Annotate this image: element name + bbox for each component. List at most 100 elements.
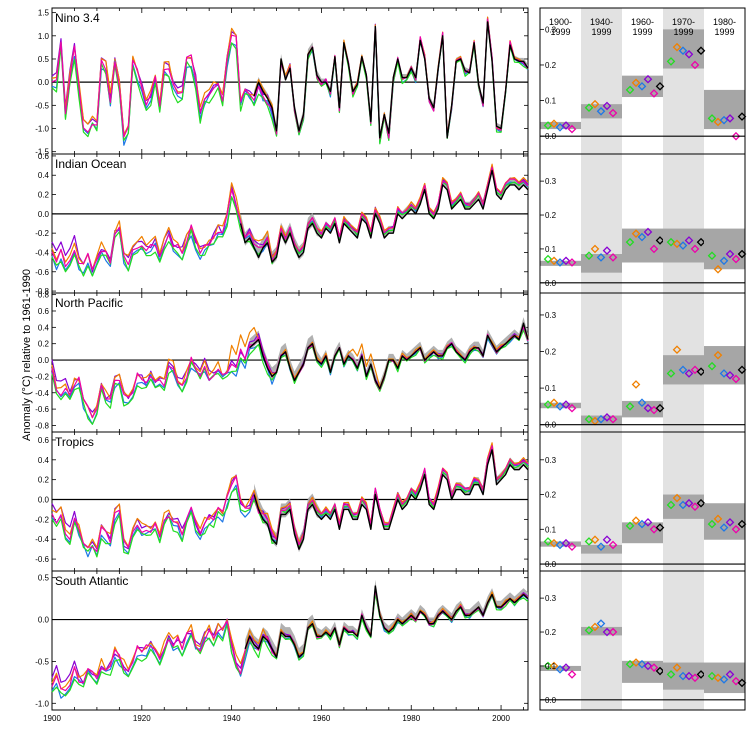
trend-diamond-marker <box>707 361 717 371</box>
ensemble-member-line <box>51 592 529 697</box>
trend-diamond-marker <box>684 369 694 378</box>
ensemble-member-line <box>51 445 529 553</box>
trend-diamond-marker <box>561 538 571 548</box>
trend-diamond-marker <box>631 229 641 238</box>
y-tick-label: 0.2 <box>38 340 50 349</box>
x-tick-label: 1940 <box>223 714 241 723</box>
trend-diamond-marker <box>602 535 612 545</box>
trend-diamond-marker <box>666 500 676 510</box>
trend-diamond-marker <box>567 258 577 267</box>
trend-panel-frame <box>539 570 746 711</box>
trend-range-box <box>540 402 581 409</box>
trend-y-tick-label: 0.0 <box>545 279 557 288</box>
panel-tropics: -0.6 -0.4 -0.2 0.0 0.2 0.4 0.6 Tropics <box>35 431 529 572</box>
y-tick-label: 0.0 <box>38 78 50 87</box>
trend-diamond-marker <box>625 85 635 95</box>
observed-series-line <box>239 169 529 263</box>
trend-diamond-marker <box>649 244 659 254</box>
trend-diamond-marker <box>707 519 717 529</box>
trend-panel-south-atlantic: 0.0 0.1 0.2 0.3 <box>539 570 747 711</box>
ensemble-member-line <box>51 442 529 549</box>
period-label: 1999 <box>591 27 611 37</box>
trend-diamond-marker <box>567 670 577 679</box>
trend-panel-tropics: 0.0 0.1 0.2 0.3 <box>539 431 747 572</box>
y-tick-label: -1.5 <box>35 148 49 157</box>
trend-diamond-marker <box>696 670 706 679</box>
trend-range-box <box>663 228 704 263</box>
y-tick-label: -0.8 <box>35 287 49 296</box>
y-tick-label: 0.4 <box>38 456 50 465</box>
ensemble-member-line <box>51 16 529 141</box>
trend-diamond-marker <box>655 666 665 676</box>
y-tick-label: 0.2 <box>38 476 50 485</box>
panel-south-atlantic: -1.0 -0.5 0.0 0.5 1900 1920 1940 1960 1980 2000 So… <box>35 570 529 723</box>
trend-diamond-marker <box>678 671 688 681</box>
trend-diamond-marker <box>602 101 612 111</box>
trend-diamond-marker <box>690 60 700 70</box>
trend-diamond-marker <box>713 514 723 524</box>
trend-diamond-marker <box>584 537 594 546</box>
y-tick-label: -0.2 <box>35 515 49 524</box>
y-tick-label: 0.2 <box>38 191 50 200</box>
trend-diamond-marker <box>590 99 600 109</box>
trend-range-box <box>581 415 622 425</box>
trend-diamond-marker <box>666 57 676 66</box>
trend-diamond-marker <box>713 117 723 127</box>
trend-panels: 0.00.10.20.31900-19991940-19991960-19991… <box>539 7 747 711</box>
period-shade <box>663 154 704 293</box>
observed-series-line <box>253 449 529 550</box>
trend-diamond-marker <box>684 49 694 59</box>
trend-diamond-marker <box>637 82 647 91</box>
y-tick-label: -0.6 <box>35 555 49 564</box>
trend-diamond-marker <box>725 518 735 527</box>
period-shade <box>581 293 622 432</box>
y-tick-label: -0.2 <box>35 229 49 238</box>
panel-frame <box>51 570 529 711</box>
panel-nino-3-4: -1.5 -1.0 -0.5 0.0 0.5 1.0 1.5 Nino 3.4 <box>35 7 529 157</box>
trend-diamond-marker <box>649 405 659 415</box>
trend-diamond-marker <box>725 670 735 679</box>
trend-y-tick-label: 0.0 <box>545 696 557 705</box>
period-label: 1999 <box>632 27 652 37</box>
trend-diamond-marker <box>690 673 700 683</box>
trend-y-tick-label: 0.3 <box>545 311 557 320</box>
trend-diamond-marker <box>649 89 659 98</box>
trend-diamond-marker <box>719 256 729 266</box>
trend-diamond-marker <box>543 537 553 546</box>
trend-diamond-marker <box>707 251 717 261</box>
trend-diamond-marker <box>719 675 729 684</box>
trend-diamond-marker <box>608 253 618 262</box>
y-tick-label: 0.6 <box>38 307 50 316</box>
trend-diamond-marker <box>666 670 676 679</box>
trend-y-tick-label: 0.1 <box>545 97 557 106</box>
y-tick-label: 0.5 <box>38 55 50 64</box>
y-tick-label: -0.5 <box>35 101 49 110</box>
y-tick-label: -0.4 <box>35 535 49 544</box>
y-tick-label: -1.0 <box>35 699 49 708</box>
trend-diamond-marker <box>737 519 747 529</box>
trend-diamond-marker <box>608 108 618 118</box>
y-tick-label: 0.5 <box>38 574 50 583</box>
y-tick-label: 0.0 <box>38 616 50 625</box>
trend-diamond-marker <box>584 103 594 113</box>
period-label: 1999 <box>673 27 693 37</box>
trend-diamond-marker <box>690 365 700 375</box>
trend-diamond-marker <box>666 369 676 378</box>
trend-diamond-marker <box>707 671 717 681</box>
trend-y-tick-label: 0.1 <box>545 662 557 671</box>
trend-diamond-marker <box>713 264 723 274</box>
trend-diamond-marker <box>590 244 600 254</box>
trend-diamond-marker <box>561 121 571 130</box>
trend-diamond-marker <box>596 542 606 551</box>
trend-diamond-marker <box>549 398 559 408</box>
trend-diamond-marker <box>543 121 553 130</box>
trend-y-tick-label: 0.3 <box>545 177 557 186</box>
trend-diamond-marker <box>678 46 688 56</box>
trend-diamond-marker <box>584 414 594 424</box>
trend-diamond-marker <box>561 663 571 672</box>
trend-diamond-marker <box>631 516 641 525</box>
trend-diamond-marker <box>731 676 741 686</box>
trend-range-box <box>540 665 581 672</box>
trend-y-tick-label: 0.2 <box>545 348 557 357</box>
trend-diamond-marker <box>737 249 747 259</box>
